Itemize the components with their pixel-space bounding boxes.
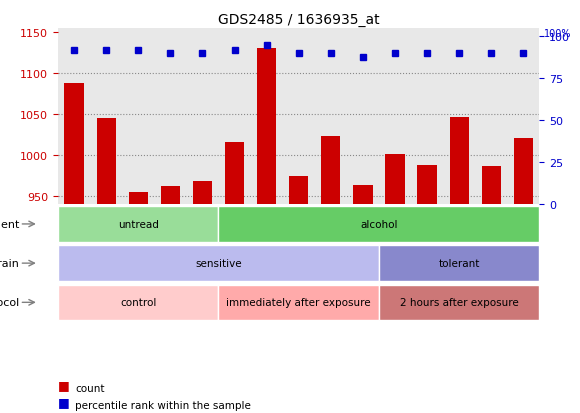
Text: ■: ■: [58, 378, 70, 391]
Text: sensitive: sensitive: [195, 259, 242, 268]
Bar: [450, 117, 469, 205]
Text: immediately after exposure: immediately after exposure: [226, 298, 371, 308]
FancyBboxPatch shape: [58, 285, 219, 320]
FancyBboxPatch shape: [219, 207, 539, 242]
Bar: [289, 176, 309, 205]
Bar: [161, 187, 180, 205]
Bar: [129, 192, 148, 205]
Bar: [96, 119, 116, 205]
Text: 100%: 100%: [544, 29, 572, 39]
Bar: [225, 142, 244, 205]
Bar: [193, 182, 212, 205]
Text: alcohol: alcohol: [360, 219, 398, 229]
Bar: [481, 166, 501, 205]
FancyBboxPatch shape: [379, 246, 539, 281]
FancyBboxPatch shape: [58, 207, 219, 242]
Text: control: control: [120, 298, 157, 308]
FancyBboxPatch shape: [58, 246, 379, 281]
FancyBboxPatch shape: [219, 285, 379, 320]
Text: percentile rank within the sample: percentile rank within the sample: [75, 400, 251, 410]
Bar: [321, 137, 340, 205]
Bar: [64, 84, 84, 205]
Text: tolerant: tolerant: [438, 259, 480, 268]
Bar: [418, 166, 437, 205]
Bar: [353, 185, 372, 205]
Text: ■: ■: [58, 395, 70, 408]
Text: protocol: protocol: [0, 298, 20, 308]
Text: agent: agent: [0, 219, 20, 229]
FancyBboxPatch shape: [379, 285, 539, 320]
Title: GDS2485 / 1636935_at: GDS2485 / 1636935_at: [218, 12, 379, 26]
Bar: [257, 50, 276, 205]
Text: strain: strain: [0, 259, 20, 268]
Bar: [514, 139, 533, 205]
Text: count: count: [75, 383, 105, 393]
Bar: [385, 155, 405, 205]
Text: 2 hours after exposure: 2 hours after exposure: [400, 298, 519, 308]
Text: untread: untread: [118, 219, 159, 229]
